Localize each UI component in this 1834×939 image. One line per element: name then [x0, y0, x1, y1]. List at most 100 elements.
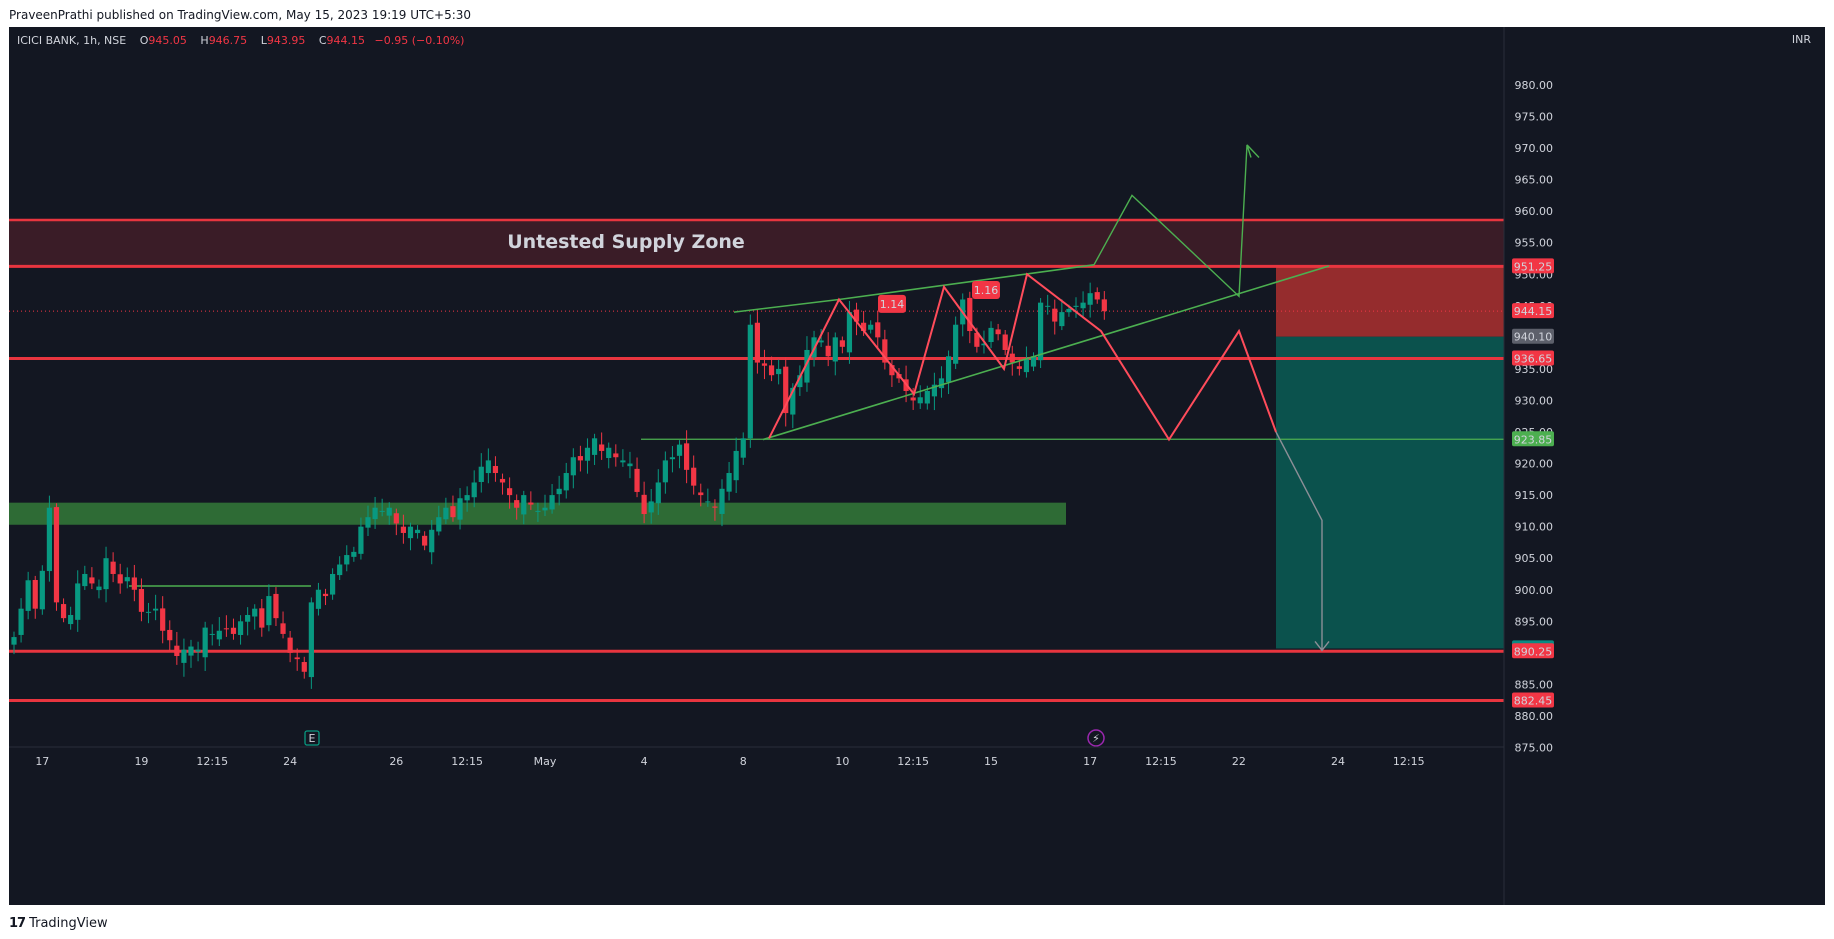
candle-body [931, 384, 937, 397]
price-tick-label: 895.00 [1515, 615, 1554, 628]
candle-body [825, 345, 831, 357]
price-tick-label: 960.00 [1515, 205, 1554, 218]
candle [11, 631, 17, 655]
candle-body [237, 621, 244, 636]
candle [110, 552, 116, 583]
candle-body [740, 438, 746, 458]
candle-body [591, 438, 598, 455]
candle-body [945, 356, 952, 383]
pattern-label: 1.14 [880, 298, 905, 311]
candle-body [1023, 359, 1030, 373]
candle-body [89, 577, 95, 584]
candle [719, 479, 725, 527]
currency-label: INR [1791, 33, 1811, 46]
time-tick-label: May [534, 755, 557, 768]
candle [422, 531, 428, 551]
high-label: H [200, 34, 209, 47]
candle [457, 488, 463, 530]
candle [620, 449, 626, 467]
publish-header-text: PraveenPrathi published on TradingView.c… [9, 8, 472, 22]
candle-body [266, 596, 272, 626]
candle-body [981, 343, 987, 346]
time-tick-label: 12:15 [1393, 755, 1425, 768]
candle [103, 546, 109, 603]
candle-body [294, 657, 300, 660]
candle [917, 385, 923, 409]
candle-body [563, 473, 569, 491]
candle [471, 470, 477, 508]
candle-body [1073, 305, 1079, 307]
candle [882, 329, 888, 370]
candle-body [761, 363, 768, 366]
candle-body [882, 339, 888, 363]
candle-body [53, 507, 60, 603]
candle [570, 448, 576, 489]
tradingview-logo-icon: 17 [9, 916, 26, 931]
candle [648, 489, 654, 524]
high-value: 946.75 [208, 34, 248, 47]
candle [216, 617, 222, 647]
candle [287, 630, 293, 663]
candle [96, 579, 102, 599]
candle-body [691, 467, 697, 486]
candle-body [747, 324, 753, 439]
time-tick-label: 24 [1331, 755, 1345, 768]
candle-body [252, 608, 258, 617]
candle-body [662, 460, 668, 483]
time-tick-label: 12:15 [1145, 755, 1177, 768]
candle [797, 365, 803, 396]
candle-body [372, 507, 378, 520]
candle [337, 556, 343, 581]
price-tick-label: 910.00 [1515, 521, 1554, 534]
chart-pane[interactable]: Untested Supply Zone 1.14 1.16 E ⚡ 875.00 880.… [9, 27, 1825, 905]
candle-body [719, 488, 725, 514]
stop-loss-box [1276, 266, 1504, 337]
candle-body [577, 456, 583, 461]
candle [591, 433, 598, 465]
candle [740, 432, 746, 465]
candle-body [492, 466, 499, 474]
candle [825, 332, 831, 367]
candle [499, 473, 506, 495]
candle-body [245, 614, 251, 622]
candle-body [790, 387, 796, 415]
candle [953, 316, 959, 370]
candle-body [507, 488, 513, 496]
price-label-value: 890.25 [1514, 645, 1553, 658]
candle-body [414, 529, 421, 534]
chart-canvas[interactable]: Untested Supply Zone 1.14 1.16 E ⚡ 875.00 880.… [9, 27, 1825, 905]
price-tick-label: 935.00 [1515, 363, 1554, 376]
time-tick-label: 10 [835, 755, 849, 768]
candle [32, 575, 38, 619]
candle-body [351, 551, 357, 557]
time-tick-label: 26 [389, 755, 403, 768]
tradingview-logo[interactable]: 17 TradingView [9, 916, 108, 931]
candle [386, 502, 392, 525]
candle [1038, 298, 1044, 369]
candle [436, 505, 442, 536]
candle [266, 584, 272, 632]
price-label-badge [1512, 643, 1554, 659]
candle [379, 498, 385, 517]
candle-body [556, 488, 562, 495]
candle-body [967, 297, 973, 332]
candle-body [478, 466, 484, 482]
candle-body [613, 453, 619, 458]
candle [669, 446, 676, 473]
candle [252, 604, 258, 630]
candle [230, 618, 237, 640]
price-label-badge [1512, 303, 1554, 319]
candle-body [627, 463, 633, 467]
candle-body [153, 608, 159, 611]
candle [181, 638, 187, 677]
candle [407, 522, 414, 551]
candle-body [32, 579, 38, 609]
price-label-value: 923.85 [1514, 433, 1553, 446]
candle-body [429, 529, 435, 553]
candle [89, 567, 95, 590]
candle-body [634, 468, 640, 492]
dividend-marker-label: ⚡ [1092, 732, 1100, 745]
pattern-label-badge [878, 294, 906, 313]
candle-body [521, 495, 527, 515]
candle [853, 302, 860, 336]
